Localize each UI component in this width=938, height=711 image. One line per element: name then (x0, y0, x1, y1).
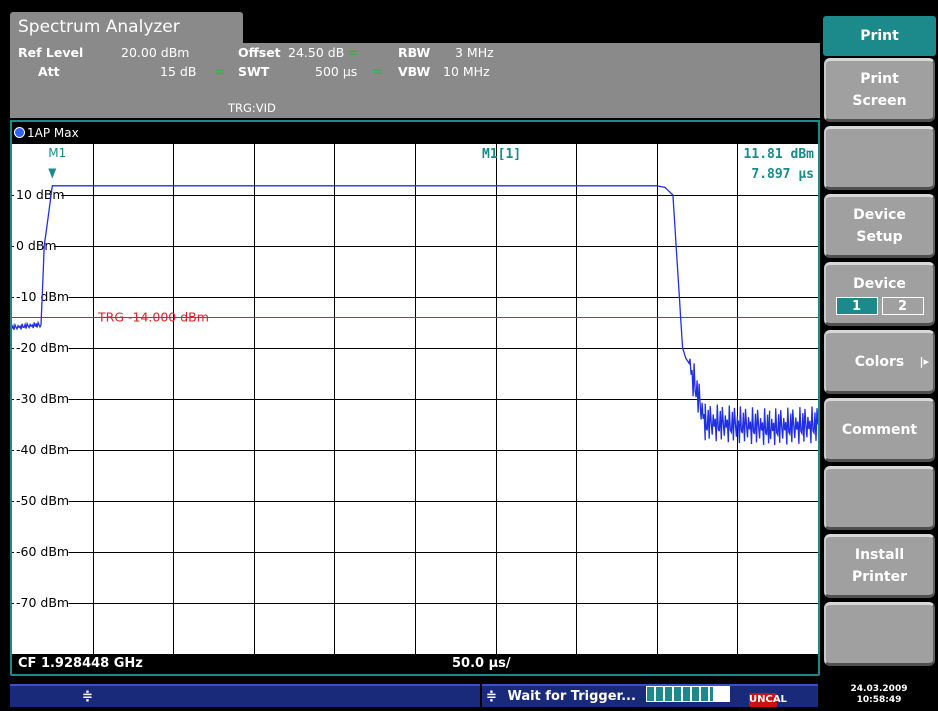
marker-readout-level: 11.81 dBm (744, 147, 815, 162)
y-tick-label: 0 dBm (16, 238, 57, 253)
y-tick-label: -40 dBm (16, 442, 69, 457)
device-setup-line2: Setup (856, 229, 903, 245)
status-message-segment: ≑ Wait for Trigger... UNCAL (482, 684, 818, 707)
y-tick-label: -50 dBm (16, 493, 69, 508)
y-label-bg-7 (14, 543, 69, 559)
rbw-value: 3 MHz (455, 45, 494, 60)
swt-coupled-icon: = (372, 64, 383, 79)
ref-level-value: 20.00 dBm (121, 45, 190, 60)
device-option-2[interactable]: 2 (881, 297, 924, 315)
offset-value: 24.50 dB (288, 45, 345, 60)
device-select-button[interactable]: Device 1 2 (824, 262, 935, 326)
y-label-bg-2 (14, 288, 69, 304)
y-label-bg-5 (14, 441, 69, 457)
y-label-bg-3 (14, 339, 69, 355)
device-option-1[interactable]: 1 (835, 297, 878, 315)
print-screen-button[interactable]: Print Screen (824, 58, 935, 122)
offset-coupled-icon: = (348, 45, 359, 60)
progress-fill (647, 687, 714, 701)
device-toggle[interactable]: 1 2 (826, 297, 933, 315)
y-label-bg-0 (14, 186, 62, 202)
rbw-label: RBW (398, 45, 431, 60)
comment-button[interactable]: Comment (824, 398, 935, 462)
time-per-division: 50.0 µs/ (452, 656, 511, 671)
comment-label: Comment (841, 422, 918, 438)
status-left-segment: ≑ (10, 684, 480, 707)
trace-label: 1AP Max (27, 126, 79, 140)
y-tick-label: -30 dBm (16, 391, 69, 406)
softkey-empty-3[interactable] (824, 602, 935, 666)
marker-triangle-icon (48, 168, 57, 179)
softkey-empty-2[interactable] (824, 466, 935, 530)
print-screen-line1: Print (860, 71, 899, 87)
softkey-panel: Print Print Screen Device Setup Device 1… (820, 12, 938, 678)
spectrum-plot[interactable]: 10 dBm 0 dBm -10 dBm -20 dBm -30 dBm -40 dBm -… (12, 144, 818, 654)
date: 24.03.2009 (850, 684, 908, 694)
trigger-level-label: TRG -14.000 dBm (97, 310, 209, 325)
device-setup-line1: Device (853, 207, 906, 223)
marker-readout-name: M1[1] (482, 147, 521, 162)
app-title-tab: Spectrum Analyzer (10, 12, 243, 43)
y-tick-label: -20 dBm (16, 340, 69, 355)
marker-readout-time: 7.897 µs (751, 167, 814, 182)
scroll-icon[interactable]: ≑ (82, 689, 93, 704)
colors-button[interactable]: Colors |▸ (824, 330, 935, 394)
center-frequency: CF 1.928448 GHz (18, 656, 143, 671)
y-tick-label: -60 dBm (16, 544, 69, 559)
progress-bar (646, 686, 731, 702)
y-tick-label: 10 dBm (16, 187, 65, 202)
trace-line (12, 185, 818, 446)
att-coupled-icon: = (214, 64, 225, 79)
swt-value: 500 µs (315, 64, 358, 79)
time: 10:58:49 (856, 695, 902, 705)
device-label: Device (853, 276, 906, 292)
status-bar: ≑ ≑ Wait for Trigger... UNCAL 24.03.2009… (0, 680, 938, 711)
submenu-arrow-icon: |▸ (919, 355, 929, 368)
y-label-bg-4 (14, 390, 69, 406)
trace-header: 1AP Max (10, 120, 820, 144)
marker-label: M1 (48, 146, 66, 160)
offset-label: Offset (238, 45, 281, 60)
trace-indicator-icon (14, 127, 25, 138)
device-setup-button[interactable]: Device Setup (824, 194, 935, 258)
date-time: 24.03.2009 10:58:49 (820, 680, 938, 711)
settings-panel: Ref Level 20.00 dBm Offset 24.50 dB = RB… (10, 43, 820, 118)
print-screen-line2: Screen (852, 93, 907, 109)
att-value: 15 dB (160, 64, 197, 79)
vbw-value: 10 MHz (443, 64, 490, 79)
ref-level-label: Ref Level (18, 45, 84, 60)
y-label-bg-6 (14, 492, 69, 508)
install-printer-line1: Install (854, 547, 905, 563)
colors-label: Colors (854, 354, 905, 370)
install-printer-line2: Printer (851, 569, 908, 585)
plot-bottom-bar: CF 1.928448 GHz 50.0 µs/ (12, 654, 818, 674)
install-printer-button[interactable]: Install Printer (824, 534, 935, 598)
status-scroll-icon[interactable]: ≑ (486, 689, 497, 704)
att-label: Att (38, 64, 60, 79)
softkey-empty-1[interactable] (824, 126, 935, 190)
status-message: Wait for Trigger... (507, 689, 636, 704)
swt-label: SWT (238, 64, 270, 79)
trigger-mode: TRG:VID (228, 101, 276, 115)
vbw-label: VBW (398, 64, 431, 79)
y-label-bg-8 (14, 594, 69, 610)
uncal-indicator: UNCAL (748, 693, 787, 707)
y-tick-label: -70 dBm (16, 595, 69, 610)
softkey-menu-title: Print (823, 16, 936, 56)
